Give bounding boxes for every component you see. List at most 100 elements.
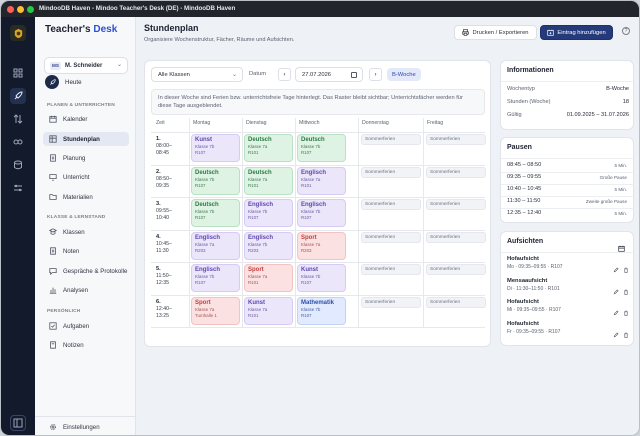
break-note: 5 Min. [614, 163, 627, 168]
sidebar-item-einstellungen[interactable]: Einstellungen [43, 420, 129, 434]
column-divider [295, 118, 296, 327]
sidebar-item-planung[interactable]: Planung [43, 151, 129, 165]
minimize-window-button[interactable] [17, 5, 24, 13]
lesson-card[interactable]: Englisch Klasse 7b R107 [297, 199, 346, 227]
rail-rocket-icon[interactable] [10, 88, 26, 104]
slot-number: 1. [156, 136, 161, 142]
rail-panel-toggle-icon[interactable] [10, 415, 26, 431]
lesson-card[interactable]: Deutsch Klasse 7b R107 [297, 134, 346, 162]
sidebar-item-notizen[interactable]: Notizen [43, 338, 129, 352]
lesson-class: Klasse 7a [248, 144, 268, 149]
holiday-cell: Sommerferien [426, 134, 486, 145]
add-entry-button[interactable]: Eintrag hinzufügen [540, 25, 613, 40]
trash-icon[interactable] [623, 282, 629, 300]
holiday-cell: Sommerferien [426, 166, 486, 178]
rail-link-icon[interactable] [10, 134, 26, 150]
sidebar-item-analysen[interactable]: Analysen [43, 283, 129, 297]
lesson-card[interactable]: Englisch Klasse 7a R203 [191, 231, 240, 260]
class-select[interactable]: Alle Klassen ⌄ [151, 67, 243, 82]
rail-sliders-icon[interactable] [10, 180, 26, 196]
slot-start: 08:00– [156, 143, 172, 149]
break-note: 5 Min. [614, 211, 627, 216]
info-row-hours: Stunden (Woche) 18 [507, 99, 629, 105]
trash-icon[interactable] [623, 303, 629, 321]
time-slot: 6. 12:40– 13:25 [156, 299, 172, 320]
next-week-button[interactable]: › [369, 68, 382, 81]
supervision-item: Hofaufsicht Fr · 09:35–09:55 · R107 [507, 320, 629, 338]
lesson-card[interactable]: Englisch Klasse 7b R107 [244, 199, 293, 227]
lesson-card[interactable]: Deutsch Klasse 7a R101 [244, 134, 293, 162]
lesson-class: Klasse 7b [301, 144, 321, 149]
calendar-add-icon[interactable] [618, 239, 625, 252]
lesson-card[interactable]: Mathematik Klasse 7b R107 [297, 296, 346, 325]
lesson-card[interactable]: Sport Klasse 7a R101 [244, 264, 293, 292]
lesson-room: R107 [301, 215, 312, 220]
lesson-card[interactable]: Deutsch Klasse 7a R101 [244, 166, 293, 195]
lesson-class: Klasse 7b [301, 209, 321, 214]
prev-week-button[interactable]: ‹ [278, 68, 291, 81]
today-button[interactable]: Heute [45, 75, 82, 89]
break-note: Große Pause [599, 175, 627, 180]
lesson-card[interactable]: Sport Klasse 7a Turnhalle 1 [191, 296, 240, 325]
lesson-card[interactable]: Englisch Klasse 7b R107 [191, 264, 240, 292]
row-divider [151, 327, 485, 328]
supervision-title-text: Hofaufsicht [507, 320, 539, 327]
trash-icon[interactable] [623, 325, 629, 343]
rail-dashboard-icon[interactable] [10, 65, 26, 81]
lesson-subject: Englisch [195, 234, 221, 241]
sidebar-item-gespraeche[interactable]: Gespräche & Protokolle [43, 264, 129, 278]
sidebar-item-kalender[interactable]: Kalender [43, 112, 129, 126]
info-title: Informationen [507, 67, 554, 74]
lesson-subject: Englisch [248, 202, 274, 208]
user-switcher[interactable]: MS M. Schneider ⌄ [44, 57, 128, 74]
sidebar-item-materialien[interactable]: Materialien [43, 190, 129, 204]
time-slot: 1. 08:00– 08:45 [156, 136, 172, 157]
print-export-button[interactable]: Drucken / Exportieren [454, 25, 537, 40]
gear-icon [46, 423, 60, 431]
sidebar-item-noten[interactable]: Noten [43, 244, 129, 258]
holiday-cell: Sommerferien [361, 199, 421, 210]
date-input[interactable]: 27.07.2026 [295, 67, 363, 82]
rail-sync-icon[interactable] [10, 111, 26, 127]
lesson-room: R203 [195, 247, 206, 253]
holiday-notice: In dieser Woche sind Ferien bzw. unterri… [151, 89, 485, 115]
trash-icon[interactable] [623, 260, 629, 278]
divider [501, 184, 635, 185]
user-initials-badge: MS [50, 61, 61, 70]
rail-database-icon[interactable] [10, 157, 26, 173]
edit-icon[interactable] [613, 325, 619, 343]
close-window-button[interactable] [7, 5, 14, 13]
sidebar-item-aufgaben[interactable]: Aufgaben [43, 319, 129, 333]
lesson-card[interactable]: Kunst Klasse 7a R101 [244, 296, 293, 325]
sidebar-item-unterricht[interactable]: Unterricht [43, 170, 129, 184]
sidebar-item-klassen[interactable]: Klassen [43, 225, 129, 239]
help-icon[interactable]: ? [622, 27, 630, 35]
break-note: 5 Min. [614, 187, 627, 192]
edit-icon[interactable] [613, 303, 619, 321]
chevron-down-icon: ⌄ [116, 62, 122, 68]
break-time: 10:40 – 10:45 [507, 186, 542, 192]
lesson-card[interactable]: Deutsch Klasse 7b R107 [191, 199, 240, 227]
lesson-class: Klasse 7b [195, 144, 215, 149]
sidebar-item-stundenplan[interactable]: Stundenplan [43, 132, 129, 146]
week-type-badge: B-Woche [387, 68, 421, 81]
divider [501, 158, 635, 159]
zoom-window-button[interactable] [27, 5, 34, 13]
time-slot: 4. 10:45– 11:30 [156, 234, 172, 255]
timetable-controls: Alle Klassen ⌄ Datum ‹ 27.07.2026 › B-Wo… [151, 67, 485, 83]
lesson-card[interactable]: Englisch Klasse 7b R203 [244, 231, 293, 260]
lesson-card[interactable]: Englisch Klasse 7a R101 [297, 166, 346, 195]
lesson-card[interactable]: Deutsch Klasse 7b R107 [191, 166, 240, 195]
lesson-subject: Kunst [248, 299, 265, 306]
lesson-room: R107 [195, 182, 206, 188]
edit-icon[interactable] [613, 260, 619, 278]
section-class: KLASSE & LERNSTAND [47, 215, 106, 220]
row-divider [151, 262, 485, 263]
lesson-card[interactable]: Kunst Klasse 7b R107 [297, 264, 346, 292]
lesson-card[interactable]: Sport Klasse 7a R203 [297, 231, 346, 260]
lesson-card[interactable]: Kunst Klasse 7b R107 [191, 134, 240, 162]
supervision-actions [613, 303, 629, 321]
break-note: Zweite große Pause [585, 199, 627, 204]
edit-icon[interactable] [613, 282, 619, 300]
planning-icon [46, 154, 60, 162]
